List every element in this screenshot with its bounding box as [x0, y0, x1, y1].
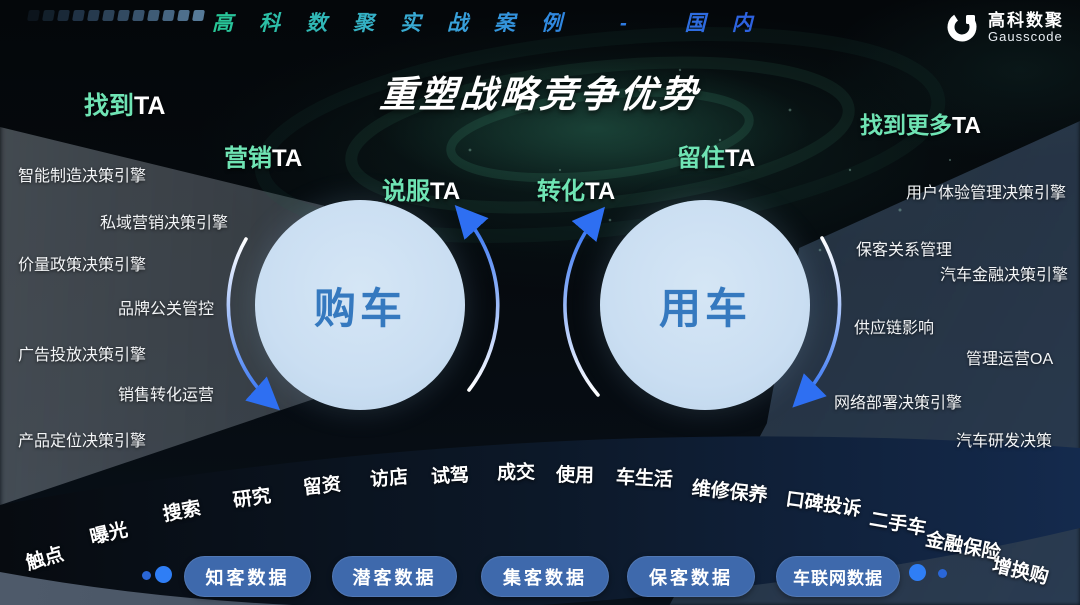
- dot-icon: [909, 564, 926, 581]
- engine-label: 品牌公关管控: [118, 301, 215, 318]
- square-icon: [132, 10, 145, 21]
- ta-label-convert: 转化TA: [537, 178, 616, 205]
- journey-stage: 留资: [302, 474, 343, 499]
- engine-label: 销售转化运营: [118, 387, 215, 404]
- arc-buy-left: [226, 237, 281, 411]
- brand-logo: 高科数聚 Gausscode: [945, 9, 1064, 45]
- engine-label: 智能制造决策引擎: [18, 168, 147, 185]
- header-square-row: [27, 10, 205, 21]
- journey-stage: 车生活: [615, 467, 674, 491]
- ta-label-retain: 留住TA: [677, 145, 756, 172]
- gausscode-logo-icon: [947, 12, 977, 42]
- dot-icon: [142, 571, 151, 580]
- circle-use-car: 用车: [600, 200, 810, 410]
- brand-name-en: Gausscode: [988, 28, 1063, 44]
- engine-label: 管理运营OA: [966, 351, 1054, 368]
- data-pill-retained-customer[interactable]: 保客数据: [627, 556, 755, 597]
- square-icon: [162, 10, 175, 21]
- square-icon: [147, 10, 160, 21]
- square-icon: [102, 10, 115, 21]
- ta-label-persuade: 说服TA: [382, 178, 461, 205]
- journey-stage: 成交: [496, 462, 536, 484]
- circle-buy-car-label: 购车: [313, 284, 406, 332]
- square-icon: [72, 10, 85, 21]
- data-pill-telematics[interactable]: 车联网数据: [776, 556, 900, 597]
- engine-label: 用户体验管理决策引擎: [906, 185, 1067, 202]
- ta-label-find: 找到TA: [84, 92, 166, 120]
- dot-icon: [938, 569, 947, 578]
- square-icon: [117, 10, 130, 21]
- journey-stage: 访店: [369, 466, 409, 491]
- data-pill-prospect-customer[interactable]: 潜客数据: [332, 556, 457, 597]
- galaxy-rings: [254, 27, 946, 243]
- circle-use-car-label: 用车: [658, 284, 751, 332]
- square-icon: [87, 10, 100, 21]
- ta-label-market: 营销TA: [224, 145, 303, 172]
- square-icon: [42, 10, 55, 21]
- engine-label: 价量政策决策引擎: [18, 257, 147, 274]
- square-icon: [57, 10, 70, 21]
- engine-label: 产品定位决策引擎: [18, 433, 147, 450]
- brand-logo-text: 高科数聚 Gausscode: [988, 11, 1064, 44]
- ta-label-find-more: 找到更多TA: [860, 112, 981, 138]
- engine-label: 广告投放决策引擎: [18, 347, 147, 364]
- engine-label: 汽车研发决策: [956, 433, 1053, 450]
- engine-label: 保客关系管理: [856, 242, 953, 259]
- engine-label: 汽车金融决策引擎: [940, 267, 1069, 284]
- arc-buy-right: [454, 204, 500, 392]
- engine-label: 私域营销决策引擎: [100, 215, 229, 232]
- series-title: 高科数聚实战案例 - 国内: [212, 7, 779, 37]
- journey-stage: 研究: [231, 485, 273, 512]
- arc-use-right: [792, 236, 842, 408]
- engine-label: 网络部署决策引擎: [834, 395, 963, 412]
- journey-stage: 使用: [555, 465, 595, 487]
- stars: [468, 68, 952, 252]
- square-icon: [27, 10, 40, 21]
- circle-buy-car: 购车: [255, 200, 465, 410]
- arc-use-left: [563, 206, 605, 397]
- engine-label: 供应链影响: [854, 320, 935, 337]
- data-pill-known-customer[interactable]: 知客数据: [184, 556, 311, 597]
- square-icon: [192, 10, 205, 21]
- dot-icon: [155, 566, 172, 583]
- data-pill-gathered-customer[interactable]: 集客数据: [481, 556, 609, 597]
- square-icon: [177, 10, 190, 21]
- journey-stage: 试驾: [430, 465, 470, 488]
- brand-name-cn: 高科数聚: [988, 10, 1064, 30]
